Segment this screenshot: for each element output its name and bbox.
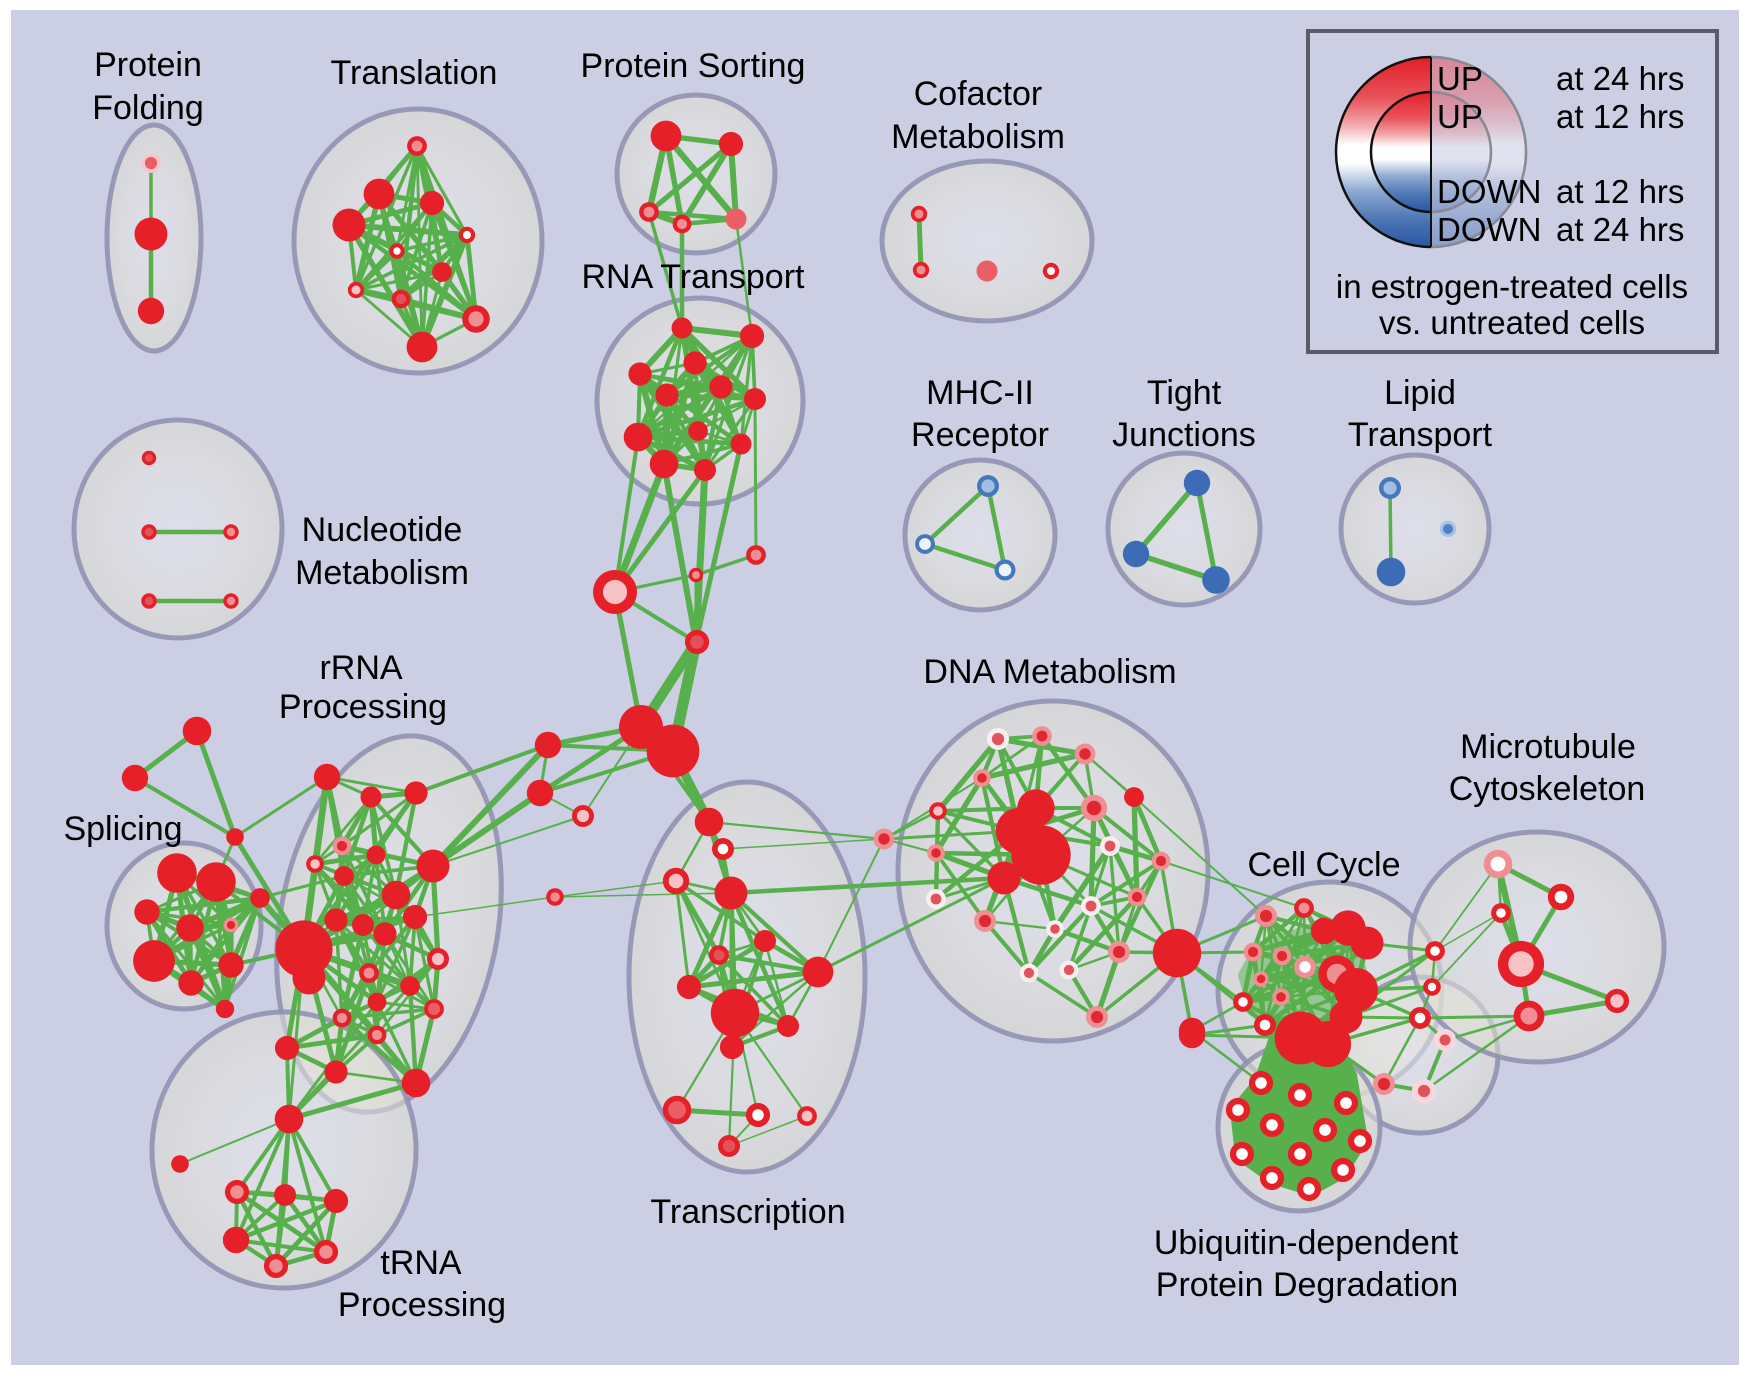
svg-text:Receptor: Receptor xyxy=(911,416,1049,454)
svg-text:at 24 hrs: at 24 hrs xyxy=(1556,60,1684,97)
svg-text:DOWN: DOWN xyxy=(1437,211,1541,248)
svg-text:Processing: Processing xyxy=(338,1286,506,1324)
svg-text:Nucleotide: Nucleotide xyxy=(302,511,463,549)
svg-text:in estrogen-treated cells: in estrogen-treated cells xyxy=(1336,268,1688,305)
svg-text:UP: UP xyxy=(1437,60,1483,97)
svg-text:RNA Transport: RNA Transport xyxy=(582,258,806,296)
svg-text:rRNA: rRNA xyxy=(319,649,402,687)
svg-text:Cytoskeleton: Cytoskeleton xyxy=(1449,770,1646,808)
svg-text:Translation: Translation xyxy=(331,54,498,92)
svg-text:at 12 hrs: at 12 hrs xyxy=(1556,98,1684,135)
svg-text:at 24 hrs: at 24 hrs xyxy=(1556,211,1684,248)
svg-text:Cell Cycle: Cell Cycle xyxy=(1247,846,1400,884)
svg-text:Junctions: Junctions xyxy=(1112,416,1256,454)
svg-text:DNA Metabolism: DNA Metabolism xyxy=(923,653,1176,691)
svg-text:Transcription: Transcription xyxy=(650,1193,845,1231)
svg-text:Lipid: Lipid xyxy=(1384,374,1456,412)
svg-text:Protein Sorting: Protein Sorting xyxy=(581,47,806,85)
svg-text:Processing: Processing xyxy=(279,688,447,726)
svg-text:Folding: Folding xyxy=(92,89,204,127)
svg-text:Microtubule: Microtubule xyxy=(1460,728,1636,766)
svg-text:tRNA: tRNA xyxy=(380,1244,462,1282)
svg-text:Protein: Protein xyxy=(94,46,202,84)
svg-text:Cofactor: Cofactor xyxy=(914,75,1043,113)
svg-text:Transport: Transport xyxy=(1348,416,1493,454)
svg-text:Metabolism: Metabolism xyxy=(295,554,469,592)
svg-text:Splicing: Splicing xyxy=(63,810,182,848)
svg-text:at 12 hrs: at 12 hrs xyxy=(1556,173,1684,210)
svg-text:Tight: Tight xyxy=(1147,374,1222,412)
svg-text:vs. untreated cells: vs. untreated cells xyxy=(1379,304,1645,341)
svg-text:Ubiquitin-dependent: Ubiquitin-dependent xyxy=(1154,1224,1459,1262)
svg-text:Metabolism: Metabolism xyxy=(891,118,1065,156)
svg-text:Protein Degradation: Protein Degradation xyxy=(1156,1266,1458,1304)
svg-text:UP: UP xyxy=(1437,98,1483,135)
svg-text:DOWN: DOWN xyxy=(1437,173,1541,210)
svg-text:MHC-II: MHC-II xyxy=(926,374,1034,412)
